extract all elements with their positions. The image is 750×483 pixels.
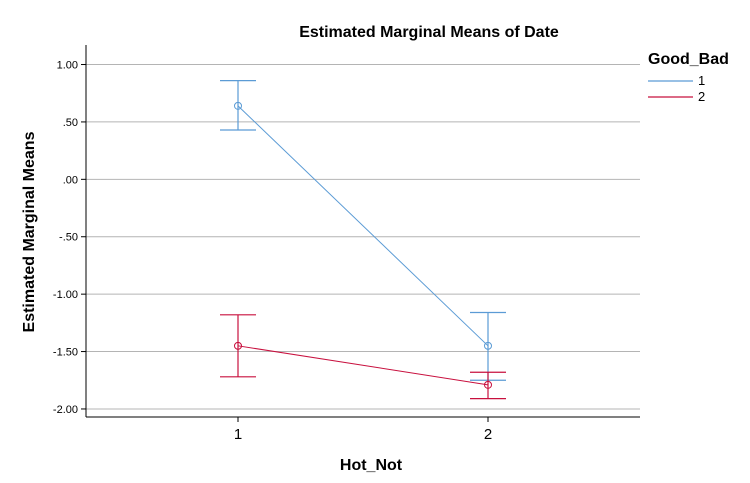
y-tick-labels: 1.00 .50 .00 -.50 -1.00 -1.50 -2.00 [53, 60, 78, 416]
series-line [237, 105, 489, 347]
gridlines [81, 64, 640, 410]
chart-title: Estimated Marginal Means of Date [299, 24, 559, 41]
y-tick-label: -1.00 [53, 289, 78, 301]
series-1 [220, 79, 506, 381]
x-axis-label: Hot_Not [340, 457, 403, 474]
legend-label-2: 2 [698, 89, 705, 104]
axes [85, 45, 640, 418]
y-tick-label: -.50 [59, 232, 78, 244]
x-tick-label: 2 [484, 426, 492, 443]
x-tick-label: 1 [234, 426, 242, 443]
y-tick-label: -2.00 [53, 404, 78, 416]
data-point [234, 341, 242, 350]
y-tick-label: .00 [63, 174, 78, 186]
y-tick-label: 1.00 [57, 60, 78, 72]
series-line [237, 345, 489, 386]
y-tick-label: .50 [63, 117, 78, 129]
legend: Good_Bad 12 [648, 51, 729, 104]
series-group [220, 79, 506, 400]
data-point [484, 341, 492, 350]
data-point [484, 380, 492, 389]
y-tick-label: -1.50 [53, 347, 78, 359]
y-axis-label: Estimated Marginal Means [21, 131, 38, 332]
data-point [234, 101, 242, 110]
series-2 [220, 314, 506, 400]
legend-label-1: 1 [698, 73, 705, 88]
legend-title: Good_Bad [648, 51, 729, 68]
